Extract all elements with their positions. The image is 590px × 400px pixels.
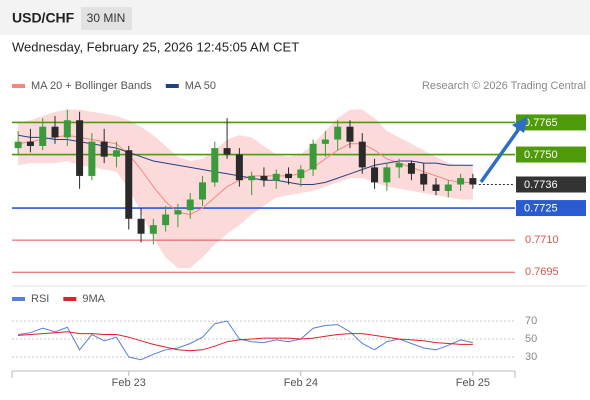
candle-body bbox=[309, 143, 317, 170]
candle-body bbox=[125, 150, 133, 219]
candle-body bbox=[174, 210, 182, 215]
candle-body bbox=[100, 141, 108, 157]
candle-body bbox=[186, 199, 194, 211]
datetime: Wednesday, February 25, 2026 12:45:05 AM… bbox=[12, 39, 299, 54]
bollinger-band bbox=[18, 109, 473, 268]
candle-body bbox=[358, 141, 366, 168]
level-label: 0.7710 bbox=[525, 234, 559, 246]
level-label: 0.7750 bbox=[524, 149, 558, 161]
legend-swatch bbox=[165, 84, 179, 88]
candle-body bbox=[395, 163, 403, 168]
rsi-line bbox=[18, 331, 473, 352]
legend-label: RSI bbox=[31, 293, 49, 305]
legend-swatch bbox=[12, 297, 25, 301]
timeframe-box bbox=[81, 7, 132, 30]
candle-body bbox=[285, 173, 293, 179]
candle-body bbox=[112, 150, 120, 157]
level-box bbox=[516, 200, 586, 217]
candle-body bbox=[137, 218, 145, 234]
legend-swatch bbox=[63, 297, 77, 301]
candle-body bbox=[162, 214, 170, 226]
candle-body bbox=[235, 154, 243, 181]
y-tick-label: 50 bbox=[525, 333, 537, 345]
level-label: 0.7765 bbox=[524, 117, 558, 129]
level-label: 0.7695 bbox=[525, 266, 559, 278]
candle-body bbox=[248, 175, 256, 181]
legend-label: MA 20 + Bollinger Bands bbox=[31, 80, 152, 92]
forecast-arrow bbox=[479, 116, 528, 184]
candle-body bbox=[198, 182, 206, 200]
candle-body bbox=[14, 141, 22, 149]
symbol: USD/CHF bbox=[12, 10, 75, 26]
level-box bbox=[516, 146, 586, 163]
credit: Research © 2026 Trading Central bbox=[422, 80, 586, 92]
level-box bbox=[516, 114, 586, 131]
x-tick-label: Feb 25 bbox=[456, 377, 490, 389]
candle-body bbox=[211, 148, 219, 183]
candle-body bbox=[223, 148, 231, 155]
level-label: 0.7725 bbox=[524, 202, 558, 214]
rsi-line bbox=[18, 320, 474, 361]
candle-body bbox=[260, 175, 268, 181]
legend-label: 9MA bbox=[82, 293, 105, 305]
legend-label: MA 50 bbox=[185, 80, 216, 92]
candle-body bbox=[432, 184, 440, 191]
x-tick-label: Feb 24 bbox=[284, 377, 318, 389]
candle-body bbox=[149, 225, 157, 234]
y-tick-label: 70 bbox=[525, 315, 537, 327]
candle-body bbox=[39, 126, 47, 146]
candle-body bbox=[51, 126, 59, 138]
candle-body bbox=[297, 169, 305, 179]
candle-body bbox=[321, 139, 329, 144]
candle-body bbox=[76, 120, 84, 176]
candle-body bbox=[272, 173, 280, 181]
candle-body bbox=[371, 167, 379, 183]
timeframe: 30 MIN bbox=[87, 11, 126, 25]
candle-body bbox=[26, 141, 34, 146]
legend-swatch bbox=[12, 84, 25, 88]
candle-body bbox=[469, 178, 477, 185]
candle-body bbox=[444, 184, 452, 191]
candle-body bbox=[63, 120, 71, 138]
candle-body bbox=[88, 141, 96, 176]
candle-body bbox=[346, 126, 354, 142]
candle-body bbox=[383, 167, 391, 183]
x-tick-label: Feb 23 bbox=[112, 377, 146, 389]
level-box bbox=[516, 176, 586, 193]
candle-body bbox=[457, 178, 465, 185]
candle-body bbox=[334, 126, 342, 140]
ma-line bbox=[18, 134, 473, 216]
y-tick-label: 30 bbox=[525, 351, 537, 363]
level-label: 0.7736 bbox=[524, 179, 558, 191]
arrow-head bbox=[512, 116, 528, 133]
arrow-shaft bbox=[479, 124, 523, 184]
candle-body bbox=[420, 173, 428, 185]
candle-body bbox=[407, 163, 415, 174]
